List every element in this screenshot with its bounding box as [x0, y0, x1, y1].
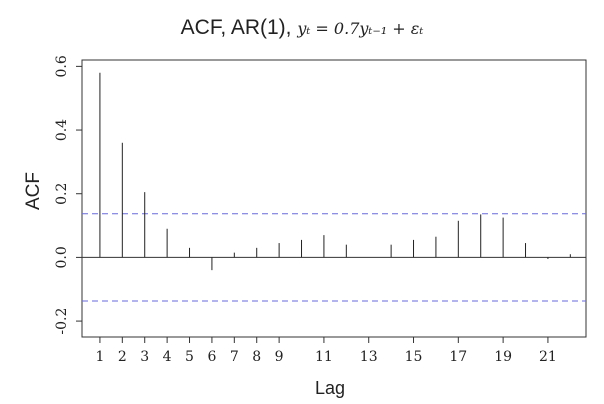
x-tick-label-17: 17: [449, 349, 467, 365]
x-tick-label-9: 9: [275, 349, 284, 365]
x-tick-label-3: 3: [140, 349, 149, 365]
y-tick-label-3: 0.4: [54, 119, 70, 141]
x-tick-label-7: 7: [230, 349, 239, 365]
x-tick-label-19: 19: [494, 349, 512, 365]
x-tick-label-2: 2: [118, 349, 127, 365]
y-tick-label-0: -0.2: [54, 308, 70, 335]
y-tick-label-2: 0.2: [54, 183, 70, 205]
x-axis-label: Lag: [314, 378, 346, 398]
x-tick-label-13: 13: [360, 349, 378, 365]
y-tick-label-4: 0.6: [54, 55, 70, 77]
y-tick-label-1: 0.0: [54, 246, 70, 268]
x-tick-label-4: 4: [163, 349, 172, 365]
x-tick-label-1: 1: [95, 349, 104, 365]
chart-title: ACF, AR(1), yₜ = 0.7yₜ₋₁ + εₜ: [0, 16, 604, 40]
plot-frame: [81, 59, 587, 338]
x-tick-label-8: 8: [252, 349, 261, 365]
x-tick-label-5: 5: [185, 349, 194, 365]
x-tick-label-15: 15: [405, 349, 423, 365]
chart-title-main: ACF, AR(1),: [180, 16, 292, 39]
x-tick-label-6: 6: [207, 349, 216, 365]
x-tick-label-21: 21: [539, 349, 557, 365]
x-tick-label-11: 11: [315, 349, 333, 365]
chart-title-formula: yₜ = 0.7yₜ₋₁ + εₜ: [297, 19, 424, 38]
